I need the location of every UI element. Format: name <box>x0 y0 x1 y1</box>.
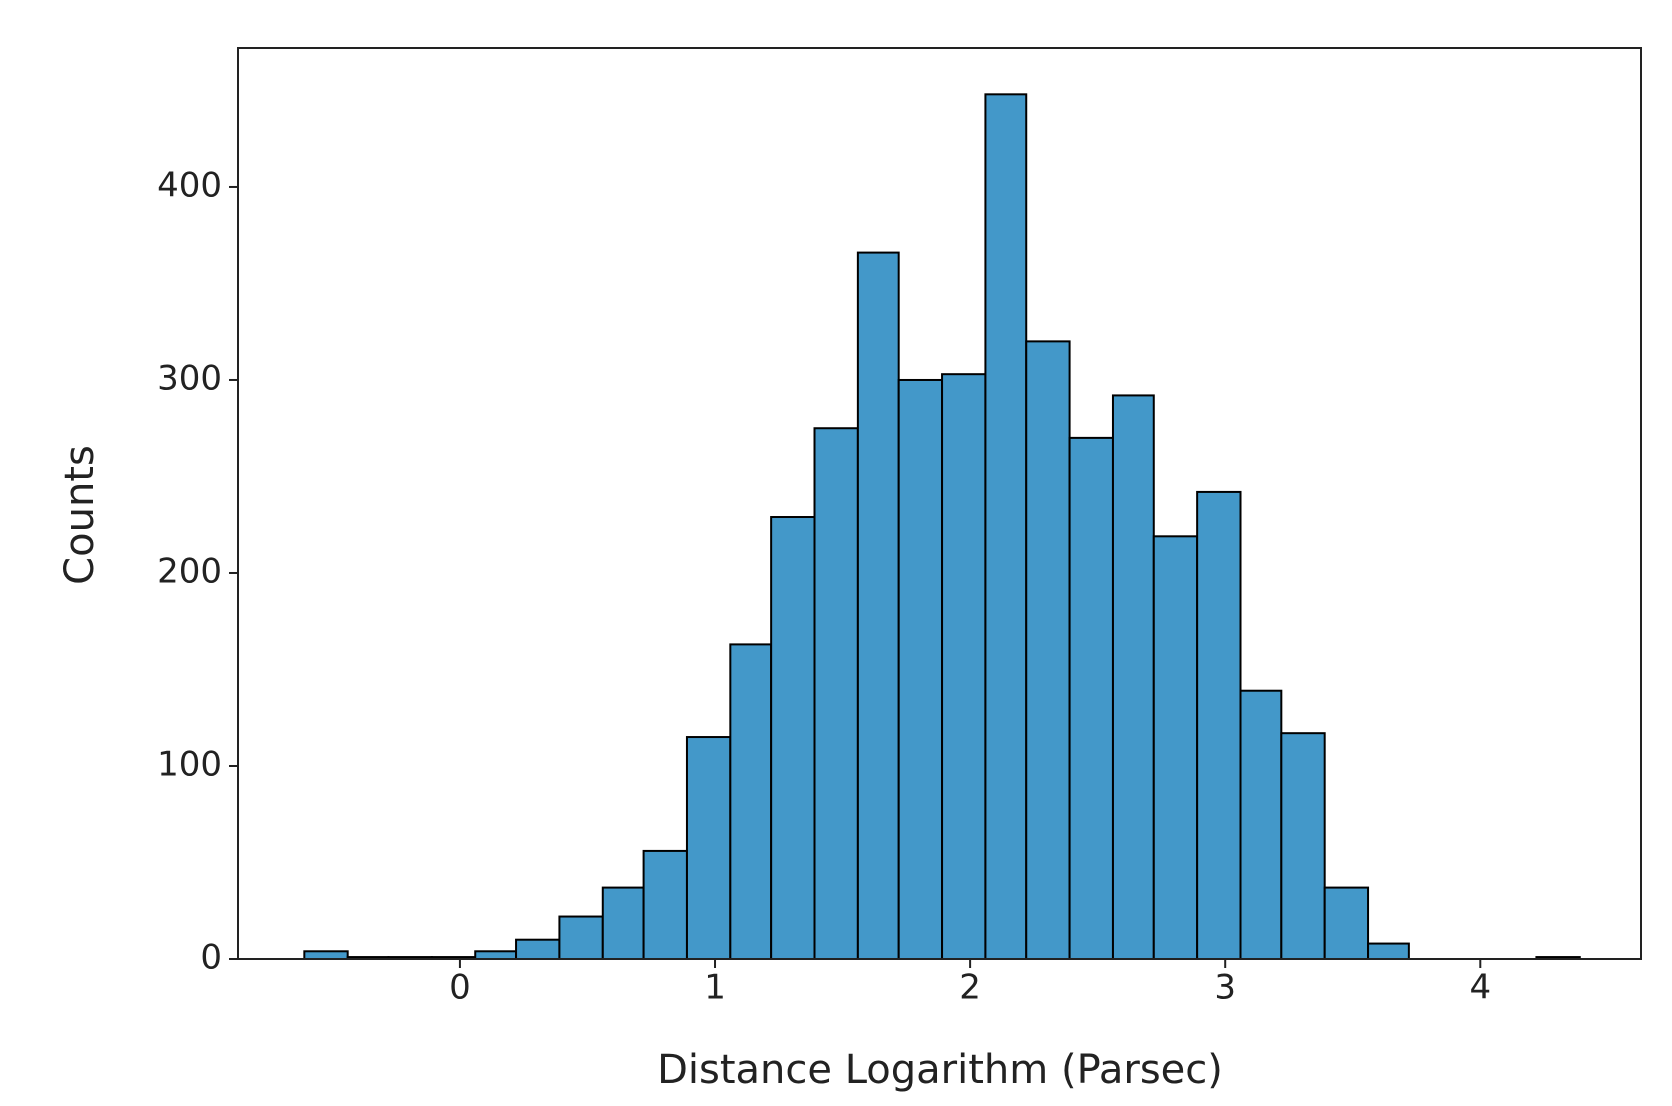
bar <box>1068 436 1114 960</box>
bar <box>642 849 688 961</box>
x-tick-label: 4 <box>1469 968 1491 1008</box>
bar <box>770 516 816 961</box>
bar <box>685 736 732 961</box>
bar <box>515 938 561 961</box>
bar <box>1152 535 1199 961</box>
x-tick-label: 1 <box>704 968 726 1008</box>
bar <box>558 915 604 961</box>
bar <box>474 950 518 961</box>
y-tick-label: 100 <box>157 744 222 784</box>
bar <box>856 251 900 960</box>
x-tick-label: 0 <box>449 968 471 1008</box>
x-axis-title: Distance Logarithm (Parsec) <box>657 1047 1223 1093</box>
x-tick-label: 3 <box>1214 968 1236 1008</box>
bar <box>1196 490 1242 960</box>
bar <box>1025 340 1071 961</box>
bar <box>729 643 773 960</box>
bar <box>303 950 349 961</box>
bar <box>1239 689 1283 960</box>
y-tick-label: 0 <box>200 938 222 978</box>
bar <box>1111 394 1155 960</box>
bar <box>1323 886 1370 960</box>
plot-frame <box>237 47 1642 960</box>
bar <box>601 886 645 960</box>
bar <box>897 378 944 961</box>
bar <box>941 373 987 960</box>
bar <box>1367 942 1410 961</box>
y-tick-label: 300 <box>157 358 222 398</box>
bar <box>1280 732 1326 961</box>
y-tick-label: 400 <box>157 165 222 205</box>
x-tick-label: 2 <box>959 968 981 1008</box>
y-axis-title: Counts <box>57 445 103 585</box>
bar <box>984 93 1028 961</box>
y-tick-label: 200 <box>157 551 222 591</box>
bar <box>813 427 859 960</box>
